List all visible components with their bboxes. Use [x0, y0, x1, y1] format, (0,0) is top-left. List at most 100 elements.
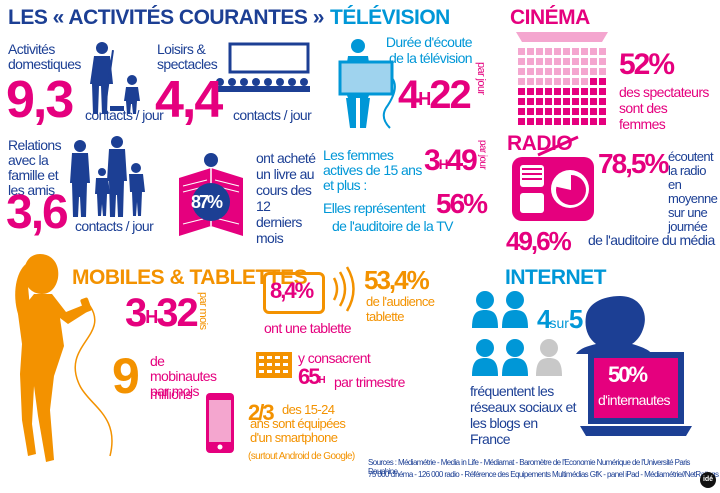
livre-value: 87% [191, 192, 223, 212]
cinema-seat [572, 118, 579, 125]
cinema-seat [599, 108, 606, 115]
radio-label: écoutent la radio en moyenne sur une jou… [668, 149, 718, 234]
domestiques-label: Activités domestiques [8, 41, 81, 72]
laptop-woman-icon [576, 296, 692, 436]
cinema-seat [590, 98, 597, 105]
cinema-seat [563, 98, 570, 105]
cinema-seat [554, 118, 561, 125]
tv-woman-icon [338, 39, 396, 129]
cinema-seat [545, 88, 552, 95]
smartphone-value: 2/3 [248, 400, 275, 425]
cinema-screen-icon [214, 42, 310, 92]
tv-femmes-hours: 3 [424, 144, 441, 177]
radio-title: RADIO [507, 132, 573, 155]
tv-femmes-label: Les femmes actives de 15 ans et plus : [323, 147, 422, 193]
cinema-seat [581, 118, 588, 125]
cinema-seat [518, 118, 525, 125]
audience-label: de l'audience tablette [366, 294, 435, 324]
radio-pie-icon [555, 175, 586, 205]
cinema-seat [572, 98, 579, 105]
relations-label: Relations avec la famille et les amis [8, 137, 62, 198]
signal-waves-icon [332, 266, 355, 312]
tv-femmes-hmark: H [438, 157, 449, 172]
cinema-seat [599, 68, 606, 75]
mobiles-per-month: par mois [197, 292, 209, 330]
internet-value: 50% [608, 362, 648, 387]
mobiles-time-hours: 3 [125, 291, 147, 335]
cinema-seat [563, 118, 570, 125]
consacrent-value: 65H [298, 364, 326, 389]
cinema-seat [527, 98, 534, 105]
cinema-seat [563, 78, 570, 85]
cinema-seat [599, 48, 606, 55]
cinema-seat [590, 48, 597, 55]
tv-elles-value: 56% [436, 188, 488, 219]
mop-person-icon [90, 42, 140, 114]
cinema-seat [572, 78, 579, 85]
domestiques-value: 9,3 [6, 71, 74, 129]
ide-badge: idé [700, 472, 716, 488]
mobinautes-value: 9 [112, 348, 140, 404]
cinema-seat [590, 108, 597, 115]
cinema-seat [536, 118, 543, 125]
sources-line2: 75 000 cinéma - 126 000 radio - Référenc… [368, 470, 719, 479]
internet-title: INTERNET [505, 266, 607, 289]
cinema-seat [554, 48, 561, 55]
mobiles-time: 3H32 [125, 291, 199, 335]
cinema-seat [545, 108, 552, 115]
earphone-cable-icon [74, 305, 113, 457]
cinema-seat [554, 58, 561, 65]
tv-duree-hours: 4 [398, 73, 420, 117]
cinema-seat [581, 78, 588, 85]
consacrent-suffix: par trimestre [334, 374, 405, 390]
tv-duree-minutes: 22 [429, 73, 471, 117]
cinema-seat [563, 88, 570, 95]
cinema-seat [545, 118, 552, 125]
mobinautes-millions: millions [150, 386, 192, 402]
cinema-seat [527, 88, 534, 95]
cinema-seat [590, 88, 597, 95]
cinema-seat [581, 98, 588, 105]
calendar-icon [256, 352, 292, 378]
cinema-seat [518, 108, 525, 115]
internet-ratio: 4sur5 [537, 306, 583, 336]
cinema-seat [599, 98, 606, 105]
cinema-seat [536, 98, 543, 105]
cinema-seat [527, 48, 534, 55]
cinema-seat [518, 58, 525, 65]
cinema-seat [536, 78, 543, 85]
cinema-seat [518, 68, 525, 75]
tv-duree-label: Durée d'écoute de la télévision [385, 34, 473, 66]
cinema-seat [527, 108, 534, 115]
tablet-icon [263, 272, 325, 314]
relations-value: 3,6 [6, 186, 69, 239]
radio-value: 78,5% [598, 148, 669, 179]
cinema-seat [581, 48, 588, 55]
cinema-seat [554, 78, 561, 85]
internet-ratio-word: sur [549, 315, 569, 331]
domestiques-unit: contacts / jour [85, 107, 164, 123]
tablette-label: ont une tablette [264, 320, 352, 336]
cinema-seat [599, 88, 606, 95]
cinema-seat [545, 68, 552, 75]
mobinautes-label: de mobinautes par mois [150, 353, 217, 399]
cinema-seat [545, 78, 552, 85]
smartphone-label: des 15-24 ans sont équipées d'un smartph… [250, 402, 346, 445]
family-icon [70, 136, 145, 217]
cinema-seat [527, 68, 534, 75]
cinema-seat [590, 68, 597, 75]
cinema-seat [590, 78, 597, 85]
internet-value-label: d'internautes [598, 392, 671, 408]
cinema-seat [572, 58, 579, 65]
cinema-seat [527, 58, 534, 65]
cinema-seat [590, 58, 597, 65]
cinema-seat [563, 48, 570, 55]
cinema-seat [536, 108, 543, 115]
tv-duree-hmark: H [418, 89, 431, 109]
cinema-seat [563, 58, 570, 65]
consacrent-hours: 65 [298, 364, 321, 389]
cinema-seat [527, 78, 534, 85]
cinema-seat [545, 98, 552, 105]
television-title: TÉLÉVISION [330, 6, 450, 29]
cinema-seat [572, 68, 579, 75]
